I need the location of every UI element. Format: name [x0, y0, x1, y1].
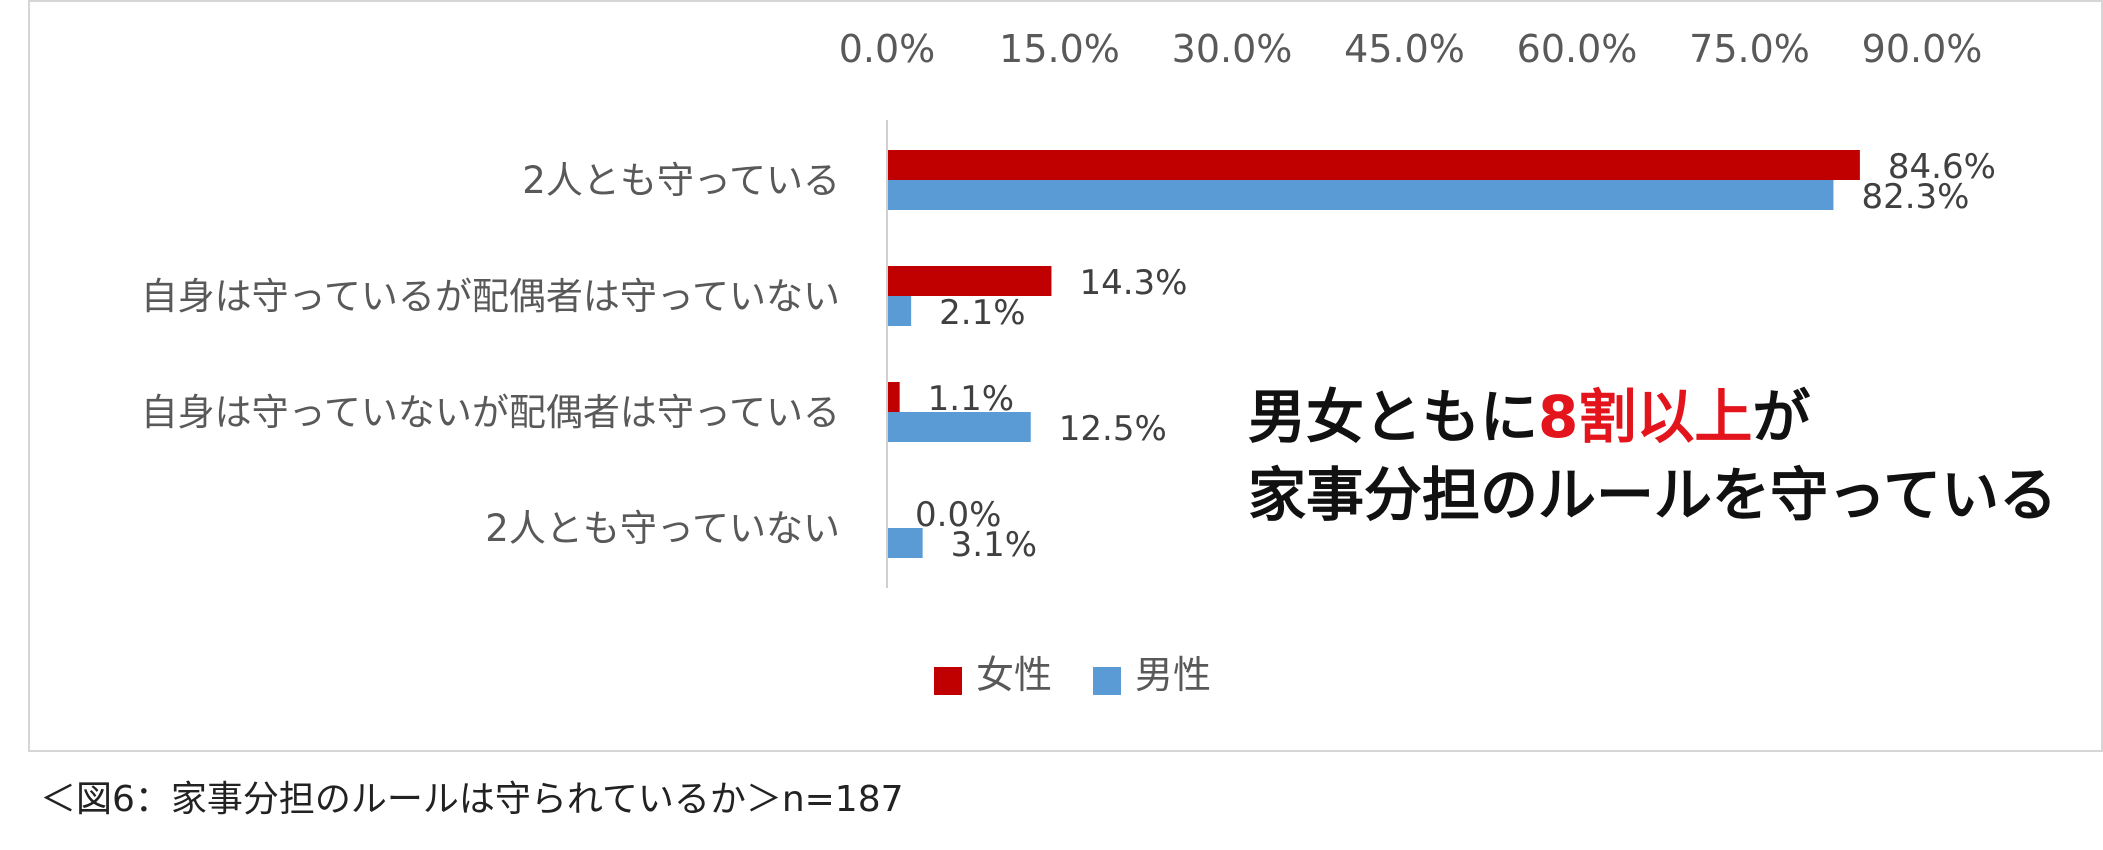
chart-frame: [28, 0, 2103, 752]
callout-part-3: が: [1752, 383, 1811, 451]
bars: [887, 150, 1860, 558]
category-label: 2人とも守っている: [522, 159, 840, 202]
bar-male: [887, 296, 912, 326]
bar-female: [887, 382, 900, 412]
legend-label: 女性: [976, 653, 1052, 697]
x-tick-label: 30.0%: [1172, 27, 1293, 71]
data-label: 0.0%: [915, 495, 1001, 535]
bar-male: [887, 180, 1834, 210]
legend-swatch: [1093, 667, 1121, 695]
callout-line-2: 家事分担のルールを守っている: [1248, 461, 2058, 529]
legend: 女性 男性: [934, 653, 1211, 697]
category-label: 自身は守っているが配偶者は守っていない: [141, 275, 840, 318]
x-tick-label: 0.0%: [839, 27, 936, 71]
legend-label: 男性: [1135, 653, 1211, 697]
callout-highlight: 8割以上: [1538, 383, 1753, 451]
x-tick-label: 60.0%: [1517, 27, 1638, 71]
figure-caption: ＜図6：家事分担のルールは守られているか＞n=187: [40, 779, 904, 820]
data-label: 2.1%: [939, 293, 1025, 333]
bar-chart: 0.0% 15.0% 30.0% 45.0% 60.0% 75.0% 90.0% 2人とも守…: [141, 27, 1996, 697]
callout-line-1: 男女ともに8割以上が: [1248, 378, 2057, 456]
bar-female: [887, 150, 1860, 180]
data-label: 12.5%: [1059, 409, 1167, 449]
data-labels: 84.6% 14.3% 1.1% 0.0% 82.3% 2.1% 12.5% 3.1%: [915, 147, 1996, 565]
x-tick-label: 90.0%: [1862, 27, 1983, 71]
bar-male: [887, 412, 1031, 442]
callout-text: 男女ともに8割以上が 家事分担のルールを守っている: [1248, 378, 2057, 534]
data-label: 3.1%: [951, 525, 1037, 565]
x-tick-label: 45.0%: [1344, 27, 1465, 71]
x-tick-label: 75.0%: [1689, 27, 1810, 71]
category-label: 自身は守っていないが配偶者は守っている: [141, 391, 840, 434]
bar-female: [887, 266, 1052, 296]
data-label: 14.3%: [1079, 263, 1187, 303]
callout-part-1: 男女ともに: [1248, 383, 1539, 451]
x-tick-label: 15.0%: [999, 27, 1120, 71]
bar-male: [887, 528, 923, 558]
category-label: 2人とも守っていない: [485, 507, 840, 550]
data-label: 1.1%: [928, 379, 1014, 419]
category-labels: 2人とも守っている自身は守っているが配偶者は守っていない自身は守っていないが配偶…: [141, 159, 840, 550]
x-axis-ticks: 0.0% 15.0% 30.0% 45.0% 60.0% 75.0% 90.0%: [839, 27, 1983, 71]
data-label: 82.3%: [1861, 177, 1969, 217]
data-label: 84.6%: [1888, 147, 1996, 187]
legend-swatch: [934, 667, 962, 695]
